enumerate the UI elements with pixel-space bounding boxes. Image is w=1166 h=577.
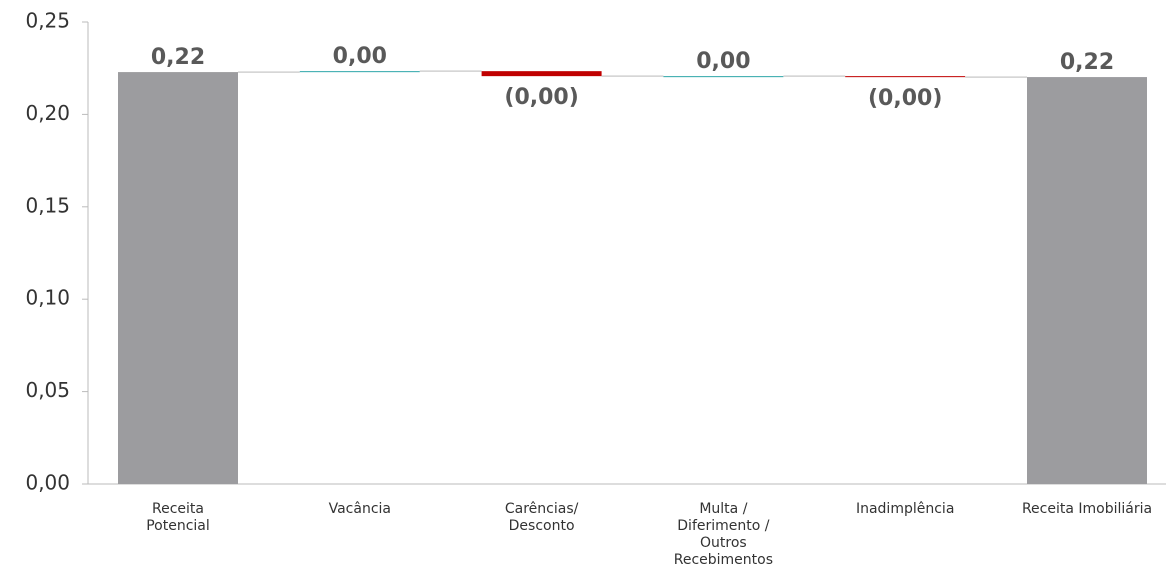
y-tick-label: 0,05	[25, 378, 70, 402]
y-tick-label: 0,20	[25, 101, 70, 125]
y-tick-label: 0,25	[25, 9, 70, 33]
x-tick-label: Receita Potencial	[146, 501, 210, 534]
y-tick-label: 0,10	[25, 286, 70, 310]
value-label: 0,22	[1060, 50, 1114, 75]
x-tick-label: Receita Imobiliária	[1021, 501, 1153, 517]
value-label: 0,00	[696, 49, 750, 74]
bar	[118, 72, 238, 484]
y-tick-label: 0,15	[25, 193, 70, 217]
bar	[299, 71, 420, 73]
value-label: (0,00)	[504, 85, 578, 110]
bar	[663, 76, 784, 78]
y-tick-label: 0,00	[25, 471, 70, 495]
bar	[481, 71, 602, 77]
x-tick-label: Vacância	[328, 501, 391, 517]
x-tick-label: Multa / Diferimento / Outros Recebimento…	[673, 501, 774, 568]
value-label: 0,22	[151, 45, 205, 70]
value-label: 0,00	[333, 44, 387, 69]
bar	[1027, 77, 1147, 484]
value-label: (0,00)	[868, 86, 942, 111]
x-tick-label: Carências/ Desconto	[504, 501, 579, 534]
bar	[845, 76, 966, 78]
x-tick-label: Inadimplência	[855, 501, 955, 517]
